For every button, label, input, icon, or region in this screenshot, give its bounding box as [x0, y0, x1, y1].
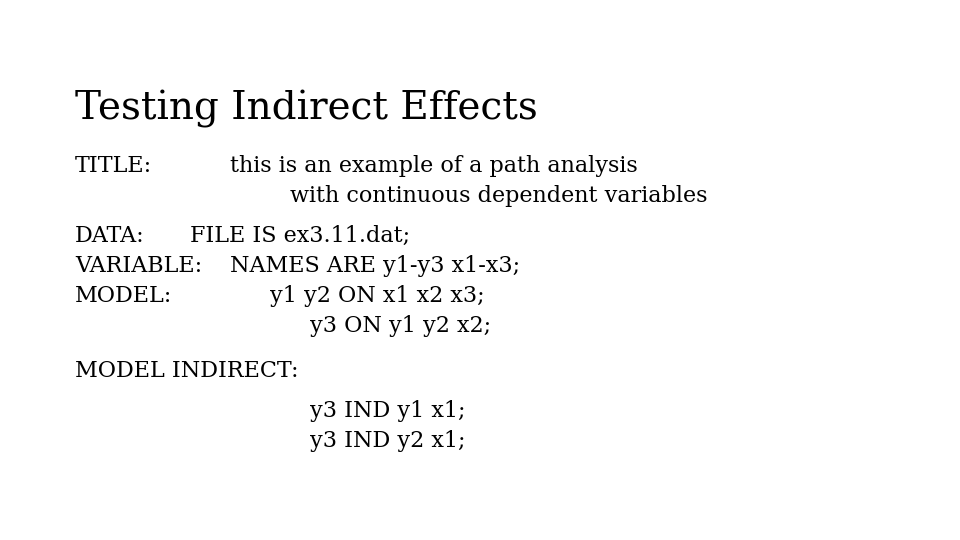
Text: NAMES ARE y1-y3 x1-x3;: NAMES ARE y1-y3 x1-x3; [230, 255, 520, 277]
Text: Testing Indirect Effects: Testing Indirect Effects [75, 90, 538, 128]
Text: DATA:: DATA: [75, 225, 145, 247]
Text: y1 y2 ON x1 x2 x3;: y1 y2 ON x1 x2 x3; [270, 285, 485, 307]
Text: MODEL INDIRECT:: MODEL INDIRECT: [75, 360, 299, 382]
Text: TITLE:: TITLE: [75, 155, 152, 177]
Text: y3 IND y2 x1;: y3 IND y2 x1; [310, 430, 466, 452]
Text: this is an example of a path analysis: this is an example of a path analysis [230, 155, 637, 177]
Text: y3 ON y1 y2 x2;: y3 ON y1 y2 x2; [310, 315, 492, 337]
Text: y3 IND y1 x1;: y3 IND y1 x1; [310, 400, 466, 422]
Text: VARIABLE:: VARIABLE: [75, 255, 203, 277]
Text: MODEL:: MODEL: [75, 285, 172, 307]
Text: FILE IS ex3.11.dat;: FILE IS ex3.11.dat; [190, 225, 410, 247]
Text: with continuous dependent variables: with continuous dependent variables [290, 185, 708, 207]
